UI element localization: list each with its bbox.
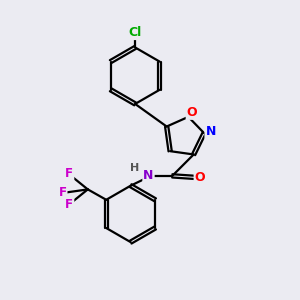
Text: H: H [130,164,139,173]
Text: O: O [195,171,205,184]
Text: N: N [143,169,154,182]
Text: N: N [206,125,216,138]
Text: F: F [65,198,74,211]
Text: F: F [58,186,67,199]
Text: Cl: Cl [128,26,142,39]
Text: F: F [65,167,74,180]
Text: O: O [187,106,197,119]
